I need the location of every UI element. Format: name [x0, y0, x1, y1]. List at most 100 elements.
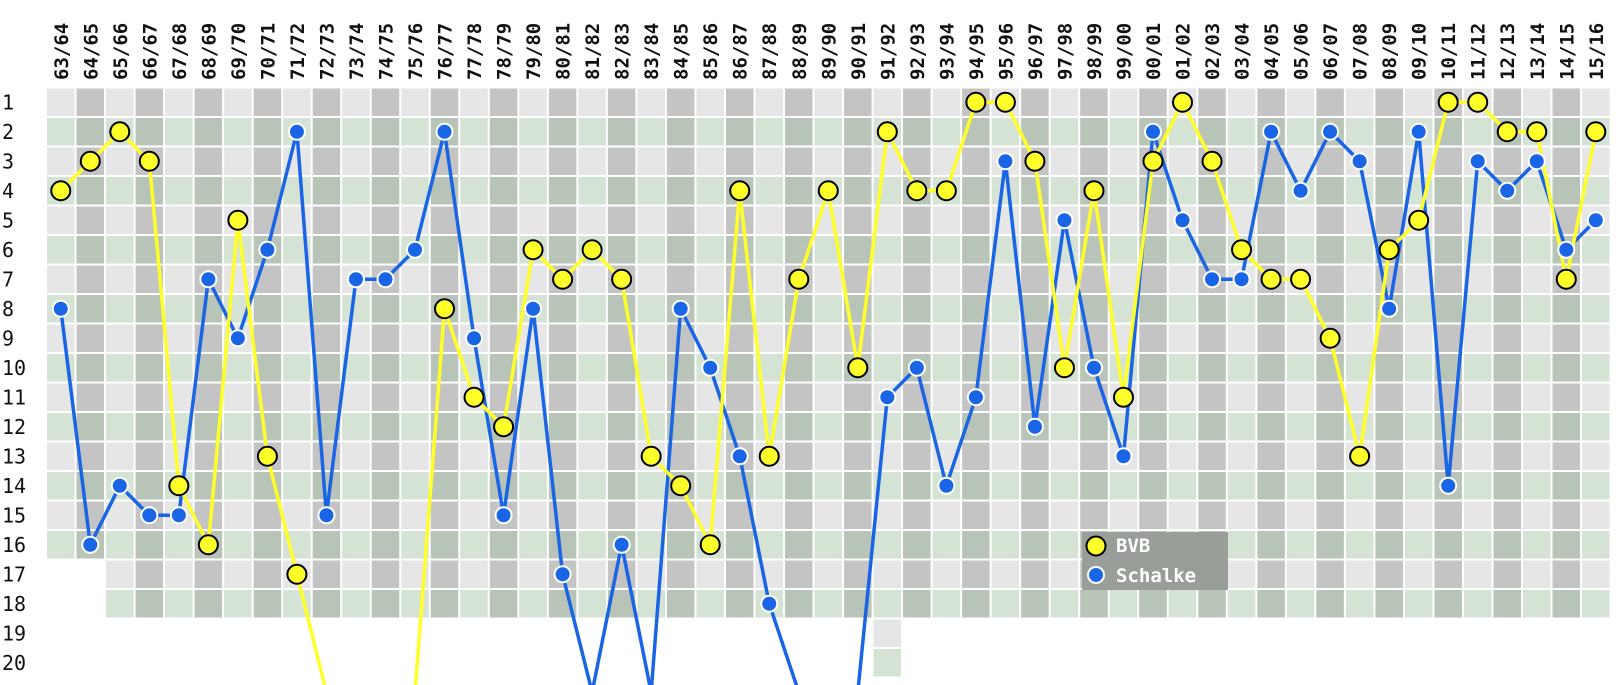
grid-cell: [785, 88, 813, 116]
grid-cell: [1582, 442, 1610, 470]
grid-cell: [607, 147, 636, 175]
x-tick-label: 04/05: [1261, 23, 1283, 80]
grid-cell: [1109, 177, 1138, 205]
grid-cell: [76, 413, 105, 441]
grid-cell: [1286, 560, 1315, 588]
grid-cell: [755, 88, 783, 116]
grid-cell: [666, 118, 695, 146]
grid-cell: [253, 531, 282, 559]
grid-cell: [1493, 236, 1521, 264]
grid-cell: [106, 442, 134, 470]
grid-cell: [607, 118, 636, 146]
grid-cell: [224, 147, 252, 175]
grid-cell: [785, 442, 813, 470]
grid-cell: [312, 590, 341, 618]
grid-cell: [1227, 383, 1256, 411]
grid-cell: [519, 560, 547, 588]
grid-cell: [76, 383, 105, 411]
grid-cell: [1316, 413, 1344, 441]
grid-cell: [1286, 413, 1315, 441]
grid-cell: [224, 531, 252, 559]
data-point-schalke: [287, 122, 306, 141]
grid-cell: [578, 413, 606, 441]
grid-cell: [844, 501, 872, 529]
grid-cell: [637, 118, 665, 146]
grid-cell: [755, 265, 783, 293]
grid-cell: [1080, 265, 1108, 293]
x-tick-label: 95/96: [995, 23, 1017, 80]
data-point-bvb: [1024, 150, 1046, 172]
grid-cell: [1050, 560, 1079, 588]
grid-cell: [1463, 118, 1492, 146]
grid-cell: [106, 295, 134, 323]
grid-cell: [1021, 295, 1049, 323]
grid-cell: [548, 413, 577, 441]
grid-cell: [1316, 177, 1344, 205]
data-point-bvb: [1142, 150, 1164, 172]
grid-cell: [578, 383, 606, 411]
grid-cell: [519, 88, 547, 116]
grid-cell: [1139, 177, 1167, 205]
grid-cell: [696, 472, 724, 500]
grid-cell: [814, 442, 843, 470]
grid-cell: [696, 88, 724, 116]
grid-cell: [1139, 88, 1167, 116]
grid-cell: [165, 118, 193, 146]
grid-cell: [1345, 560, 1374, 588]
grid-cell: [165, 206, 193, 234]
grid-cell: [785, 206, 813, 234]
grid-cell: [194, 147, 223, 175]
grid-cell: [814, 590, 843, 618]
grid-cell: [844, 177, 872, 205]
grid-cell: [1168, 590, 1197, 618]
grid-cell: [1257, 383, 1285, 411]
data-point-schalke: [937, 476, 956, 495]
grid-cell: [224, 590, 252, 618]
grid-cell: [283, 442, 311, 470]
grid-cell: [224, 88, 252, 116]
grid-cell: [1050, 590, 1079, 618]
grid-cell: [1168, 354, 1197, 382]
grid-cell: [1050, 88, 1079, 116]
grid-cell: [312, 147, 341, 175]
grid-cell: [1375, 531, 1403, 559]
grid-cell: [165, 560, 193, 588]
grid-cell: [519, 590, 547, 618]
grid-cell: [1198, 383, 1226, 411]
grid-cell: [814, 147, 843, 175]
grid-cell: [1286, 354, 1315, 382]
grid-cell: [1404, 295, 1433, 323]
x-axis-tick-labels: 63/64 64/65 65/66 66/67 67/68 68/69 69/70 70/71…: [51, 23, 1608, 80]
y-tick-label: 9: [2, 326, 14, 350]
data-point-schalke: [494, 506, 513, 525]
grid-cell: [253, 118, 282, 146]
grid-cell: [1257, 354, 1285, 382]
grid-cell: [489, 324, 518, 352]
grid-cell: [1493, 295, 1521, 323]
grid-cell: [962, 442, 990, 470]
grid-cell: [371, 118, 400, 146]
grid-cell: [1286, 88, 1315, 116]
grid-cell: [47, 118, 75, 146]
grid-cell: [548, 501, 577, 529]
grid-cell: [135, 560, 164, 588]
grid-cell: [283, 177, 311, 205]
grid-cell: [1109, 590, 1138, 618]
data-point-bvb: [876, 121, 898, 143]
grid-cell: [489, 177, 518, 205]
grid-cell: [430, 206, 459, 234]
grid-cell: [1552, 354, 1581, 382]
data-point-bvb: [109, 121, 131, 143]
grid-cell: [430, 88, 459, 116]
grid-cell: [578, 560, 606, 588]
grid-cell: [135, 354, 164, 382]
grid-cell: [1021, 236, 1049, 264]
grid-cell: [903, 501, 931, 529]
data-point-bvb: [906, 180, 928, 202]
grid-cell: [1286, 472, 1315, 500]
grid-cell: [991, 531, 1020, 559]
data-point-schalke: [1439, 476, 1458, 495]
grid-cell: [637, 590, 665, 618]
grid-cell: [489, 383, 518, 411]
grid-cell: [312, 88, 341, 116]
